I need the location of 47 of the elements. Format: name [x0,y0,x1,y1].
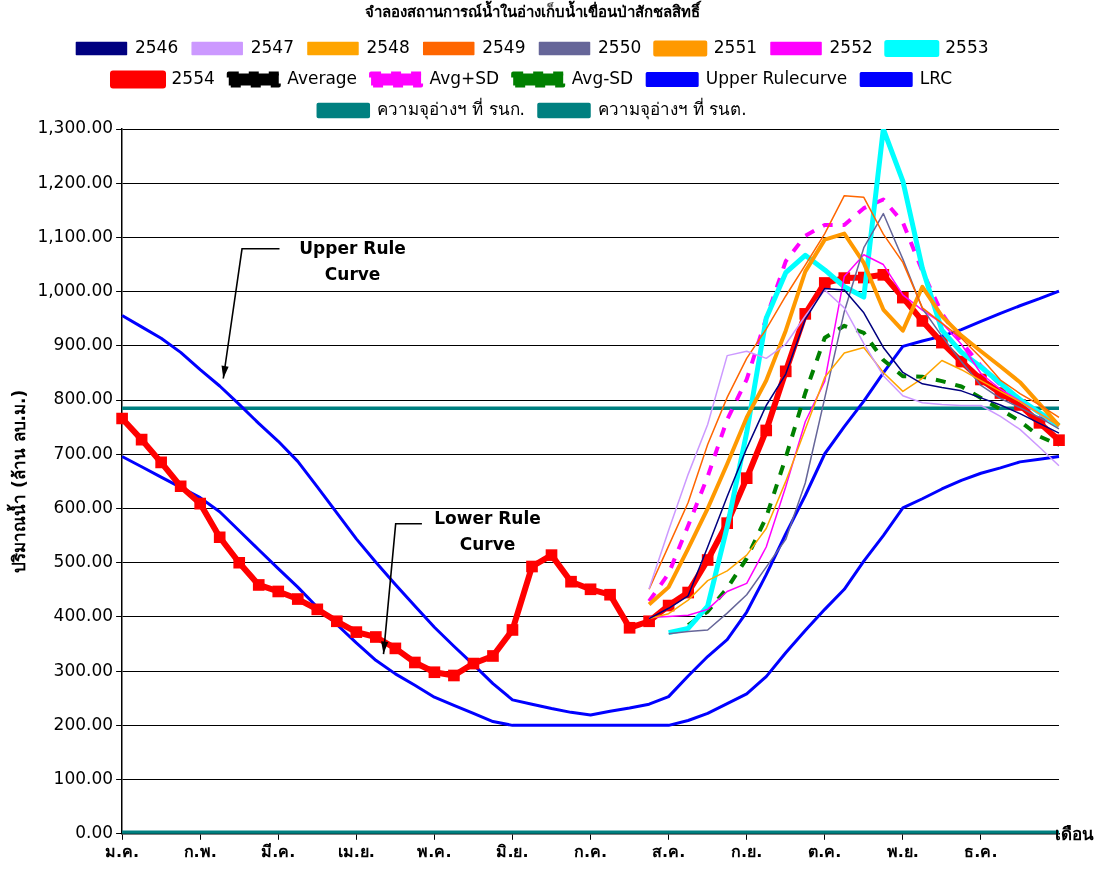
y-tick-label: 800.00 [53,388,114,409]
x-tick-label: เม.ย. [337,841,375,861]
y-axis-title: ปริมาณน้ำ (ล้าน ลบ.ม.) [5,389,29,574]
x-tick-label: มี.ค. [261,841,296,861]
y-tick-label: 900.00 [53,334,114,355]
legend-label: 2548 [366,36,410,57]
x-tick-label: ม.ค. [105,841,140,861]
legend-label: 2546 [134,36,179,57]
x-tick-label: ก.ย. [731,841,763,861]
x-tick-label: ต.ค. [808,841,842,861]
y-tick-label: 0.00 [75,822,114,843]
legend-label: ความจุอ่างฯ ที่ รนก. [376,96,526,120]
y-tick-label: 600.00 [53,496,114,517]
legend-label: Average [287,67,358,88]
x-tick-label: มิ.ย. [496,841,529,861]
legend-label: Upper Rulecurve [705,67,848,88]
legend-label: ความจุอ่างฯ ที่ รนต. [597,96,747,120]
annotation: Lower Rule Curve [434,507,541,554]
y-tick-label: 100.00 [53,768,114,789]
legend-label: 2553 [945,36,989,57]
y-tick-label: 1,300.00 [37,117,114,138]
y-tick-label: 1,000.00 [37,280,114,301]
x-tick-label: ส.ค. [652,841,686,861]
legend-label: Avg+SD [429,67,500,88]
y-tick-label: 1,200.00 [37,171,114,192]
x-tick-label: ก.พ. [183,841,217,861]
y-tick-label: 700.00 [53,442,114,463]
legend-label: 2551 [713,36,758,57]
x-tick-label: ก.ค. [573,841,608,861]
x-axis-title: เดือน [1055,824,1094,845]
chart-title: จำลองสถานการณ์น้ำในอ่างเก็บน้ำเขื่อนป่าสักชลสิทธิ์ [365,0,702,21]
x-tick-label: ธ.ค. [964,841,998,861]
y-tick-label: 400.00 [53,605,114,626]
annotation: Upper Rule Curve [299,238,406,285]
legend-label: 2550 [598,36,642,57]
legend-label: Avg-SD [571,67,634,88]
legend-label: 2549 [482,36,526,57]
y-tick-label: 300.00 [53,659,114,680]
x-tick-label: พ.ย. [886,841,919,861]
x-tick-label: พ.ค. [417,841,452,861]
legend-label: 2554 [171,67,215,88]
legend-label: 2552 [829,36,873,57]
legend-label: LRC [919,67,953,88]
y-tick-label: 500.00 [53,551,114,572]
y-tick-label: 200.00 [53,713,114,734]
legend-label: 2547 [250,36,294,57]
y-tick-label: 1,100.00 [37,225,114,246]
